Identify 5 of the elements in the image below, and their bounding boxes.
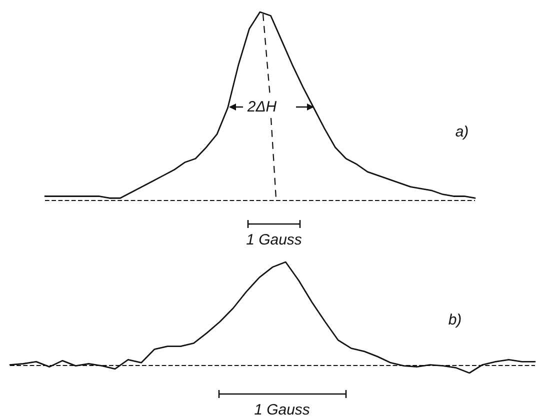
annotation: a): [455, 124, 469, 140]
annotation: b): [448, 312, 462, 328]
text: 1 Gauss: [246, 232, 302, 248]
annotation: 2ΔH: [247, 98, 277, 116]
text: 1 Gauss: [254, 402, 310, 417]
